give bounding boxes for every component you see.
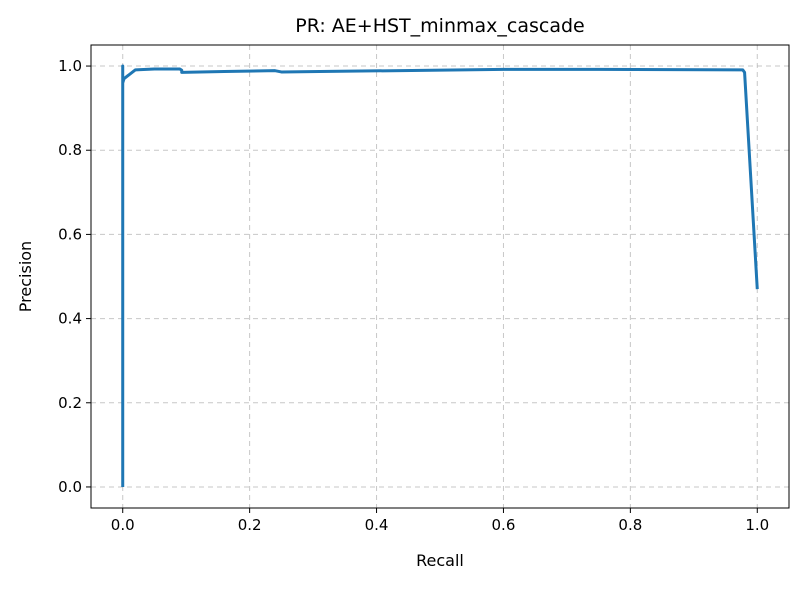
x-tick-label: 0.4 <box>365 516 389 534</box>
y-tick-label: 1.0 <box>58 57 82 75</box>
ticks: 0.0 0.2 0.4 0.6 0.8 1.0 0.0 0.2 0.4 0.6 0.8 1.0 <box>58 57 769 534</box>
y-tick-label: 0.6 <box>58 225 82 243</box>
pr-curve-line <box>121 64 759 487</box>
chart-title: PR: AE+HST_minmax_cascade <box>295 15 584 37</box>
x-tick-label: 0.2 <box>238 516 262 534</box>
x-tick-label: 0.6 <box>492 516 516 534</box>
y-tick-label: 0.4 <box>58 310 82 328</box>
y-axis-label: Precision <box>16 241 35 312</box>
x-tick-label: 1.0 <box>745 516 769 534</box>
x-tick-label: 0.0 <box>111 516 135 534</box>
x-axis-label: Recall <box>416 551 464 570</box>
y-tick-label: 0.2 <box>58 394 82 412</box>
x-tick-label: 0.8 <box>618 516 642 534</box>
plot-frame <box>90 44 790 509</box>
y-tick-label: 0.8 <box>58 141 82 159</box>
series-layer <box>121 64 759 487</box>
y-tick-label: 0.0 <box>58 478 82 496</box>
